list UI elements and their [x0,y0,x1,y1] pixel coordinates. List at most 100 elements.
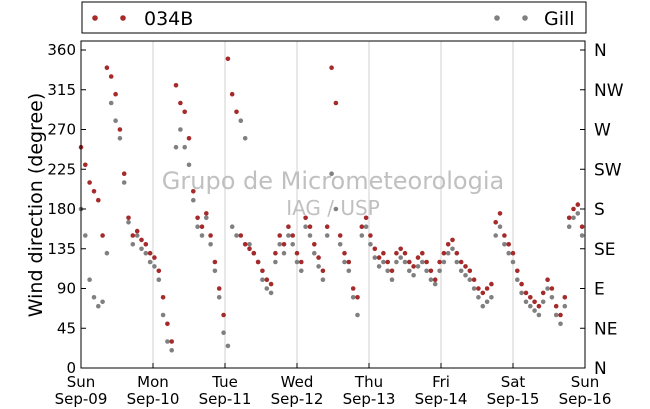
point-gill [458,268,464,274]
point-gill [277,242,283,247]
point-gill [104,250,110,256]
point-034b [290,233,296,238]
point-034b [225,56,231,62]
point-gill [381,259,386,265]
point-gill [463,273,468,278]
point-gill [432,281,438,287]
point-034b [303,215,308,221]
point-gill [126,220,131,225]
watermark: Grupo de Micrometeorologia IAG / USP [162,167,504,220]
legend: 034B Gill [81,1,587,34]
point-034b [160,295,166,300]
point-034b [294,250,300,256]
point-034b [108,74,114,79]
point-gill [480,303,486,309]
x-tick-label-date: Sep-16 [559,390,612,408]
point-034b [152,255,157,260]
point-gill [398,255,404,260]
point-034b [432,277,438,283]
point-034b [553,303,559,309]
point-034b [359,224,365,229]
point-034b [264,277,270,283]
point-034b [169,339,174,344]
point-034b [312,242,317,247]
point-gill [346,268,352,274]
point-gill [579,233,585,238]
point-gill [113,118,118,123]
point-gill [324,233,330,238]
point-034b [117,127,123,132]
point-gill [108,100,114,106]
point-gill [424,268,429,274]
point-gill [415,264,421,269]
y2-tick-label: N [594,41,607,61]
point-gill [575,211,581,216]
point-gill [169,348,174,353]
point-gill [355,312,360,318]
point-gill [376,264,382,269]
point-034b [575,202,581,207]
point-034b [299,259,304,265]
y-tick-label: 360 [47,41,76,59]
point-gill [281,250,287,256]
point-034b [437,259,442,265]
y-tick-label: 225 [47,160,76,178]
x-tick-label-date: Sep-15 [487,390,540,408]
point-034b [363,215,369,221]
point-gill [545,286,550,291]
x-tick-label-day: Tue [211,373,238,391]
point-gill [152,264,157,269]
point-gill [333,206,339,212]
point-034b [113,91,118,97]
x-tick-label-day: Sun [67,373,96,391]
point-gill [273,259,278,265]
point-034b [191,189,196,194]
point-gill [342,259,347,265]
point-034b [204,211,209,216]
legend-marker-034b-1 [92,15,98,21]
point-034b [519,281,524,287]
point-034b [506,242,512,247]
point-gill [225,343,231,349]
point-gill [182,144,187,150]
point-034b [372,246,378,252]
point-034b [458,259,464,265]
point-gill [389,277,395,283]
point-gill [160,312,166,318]
x-tick-label-date: Sep-14 [415,390,468,408]
point-gill [407,268,412,274]
point-034b [476,286,481,291]
point-gill [83,233,88,238]
point-gill [549,295,555,300]
point-gill [471,286,477,291]
point-gill [316,264,321,269]
point-gill [312,250,317,256]
point-034b [346,259,352,265]
point-034b [489,281,494,287]
point-034b [104,65,110,70]
point-gill [368,242,373,247]
point-034b [324,224,330,229]
point-gill [532,308,537,313]
y-axis-label: Wind direction (degree) [25,93,47,318]
point-gill [186,162,192,168]
point-034b [402,250,408,256]
y2-tick-label: NW [594,81,624,101]
x-tick-label-day: Mon [137,373,169,391]
point-034b [195,215,200,221]
point-gill [523,299,529,305]
point-034b [186,136,192,141]
point-gill [147,259,153,265]
x-tick-label-date: Sep-09 [55,390,108,408]
point-034b [532,299,537,305]
y2-tick-label: SE [594,240,616,260]
y2-tick-label: SW [594,160,622,180]
plot-frame [80,40,586,369]
point-gill [238,118,244,123]
point-034b [420,250,425,256]
point-034b [536,303,542,309]
point-034b [523,290,529,296]
point-gill [363,224,369,229]
point-gill [420,259,425,265]
